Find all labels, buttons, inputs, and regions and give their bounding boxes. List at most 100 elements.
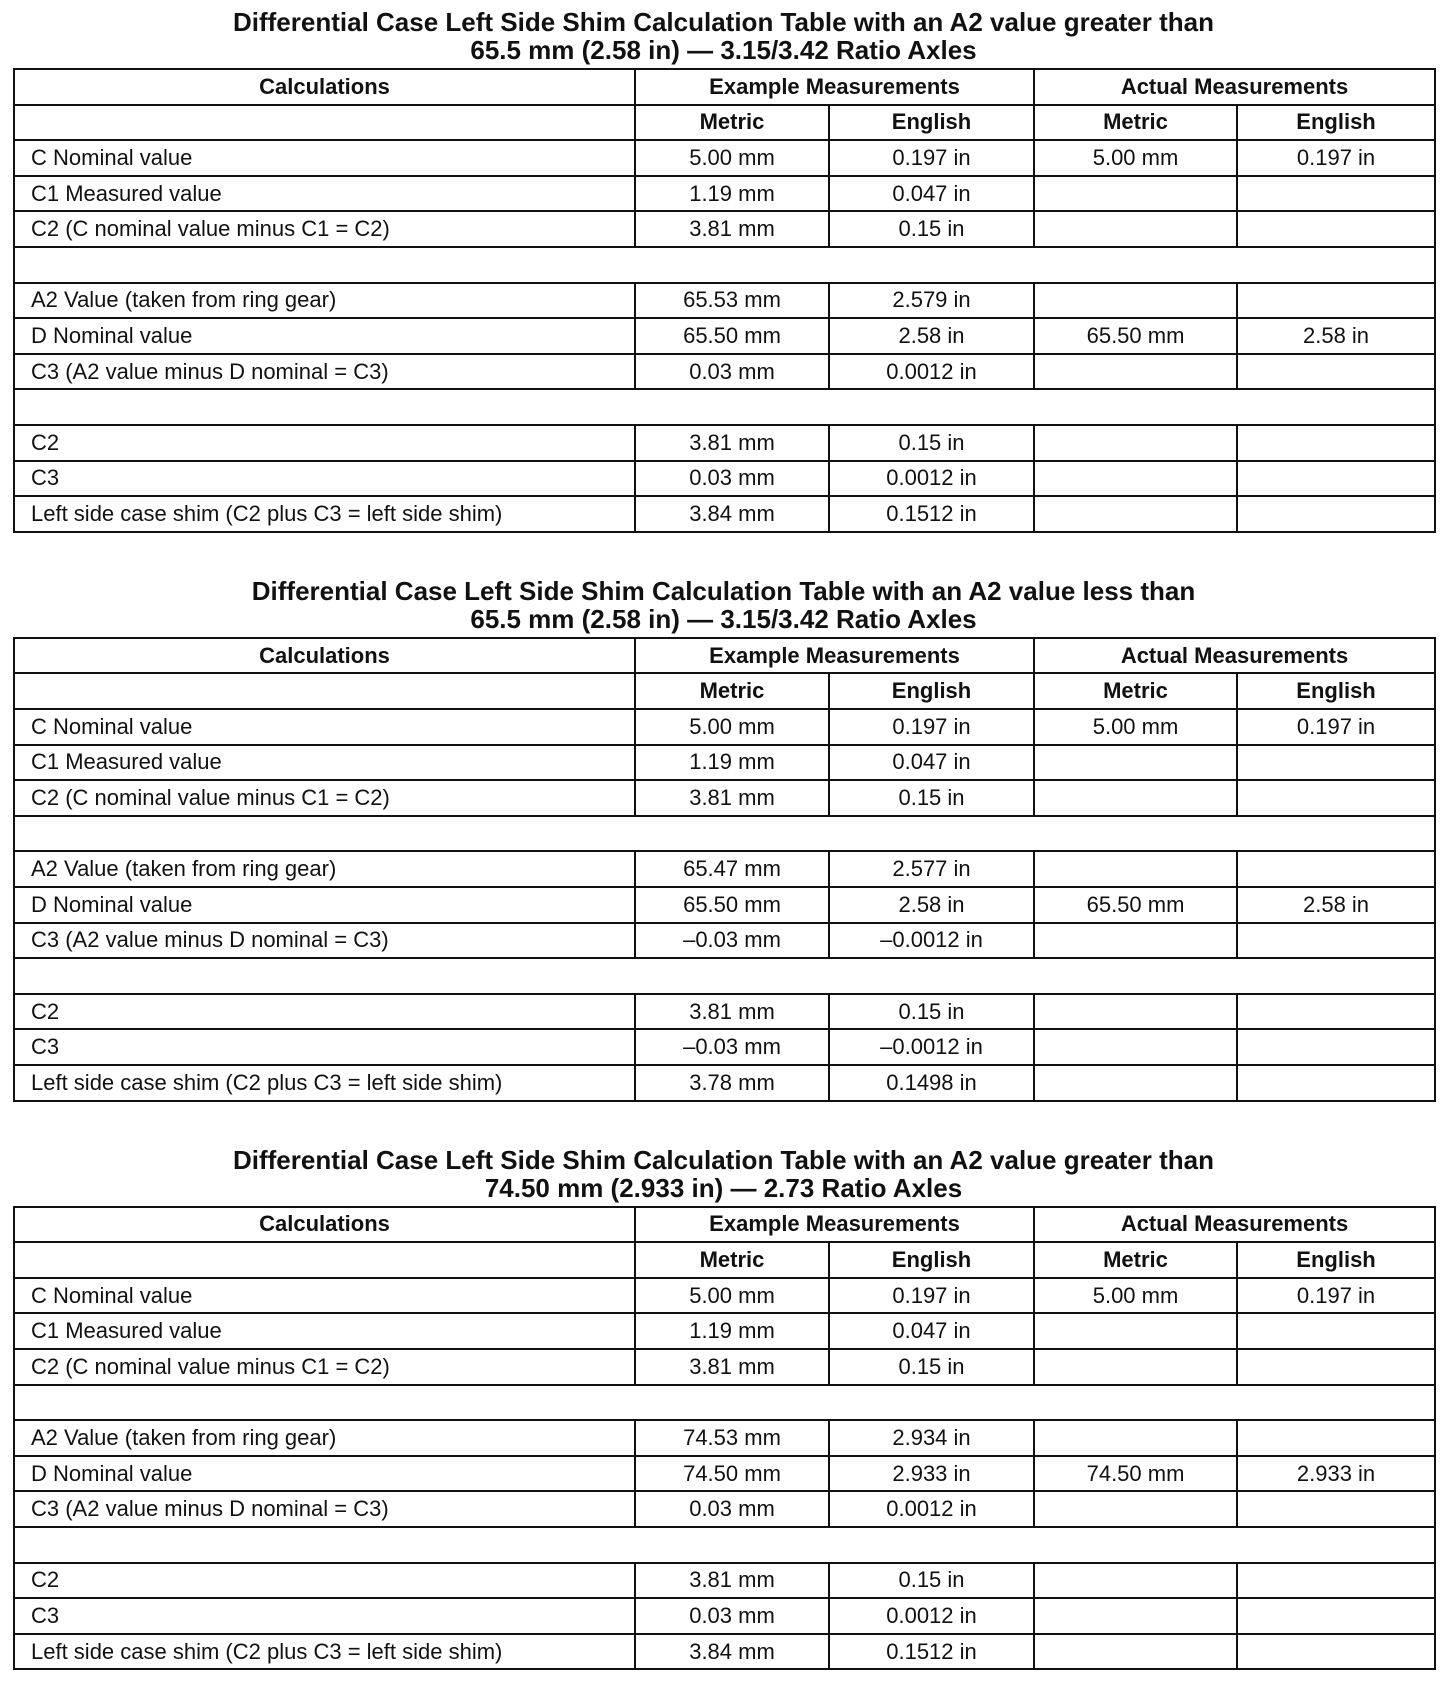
row-label: D Nominal value — [13, 885, 636, 924]
header-cell: Example Measurements — [633, 68, 1036, 106]
value-cell: 65.50 mm — [634, 885, 830, 924]
data-row: C Nominal value 5.00 mm 0.197 in 5.00 mm 0.1… — [13, 1276, 1437, 1315]
value-cell: 0.15 in — [827, 779, 1036, 817]
value-cell: 0.0012 in — [827, 1597, 1036, 1635]
value-cell: 0.197 in — [1236, 707, 1437, 746]
row-label: Left side case shim (C2 plus C3 = left s… — [13, 1063, 636, 1102]
spacer-cell — [12, 814, 1437, 853]
table-section: Differential Case Left Side Shim Calcula… — [12, 1138, 1437, 1671]
table-section: Differential Case Left Side Shim Calcula… — [12, 0, 1437, 533]
value-cell: 0.15 in — [827, 423, 1036, 462]
value-cell — [1236, 1419, 1437, 1457]
row-label: C2 — [13, 1561, 636, 1600]
row-label: D Nominal value — [13, 1454, 636, 1493]
value-cell: 0.047 in — [827, 1312, 1036, 1350]
data-row: C1 Measured value 1.19 mm 0.047 in — [13, 1312, 1437, 1350]
data-row: C3 0.03 mm 0.0012 in — [13, 459, 1437, 498]
shim-table: Calculations Example Measurements Actual M… — [12, 1205, 1437, 1671]
value-cell: 0.03 mm — [634, 1490, 830, 1528]
value-cell — [1236, 1632, 1437, 1671]
value-cell: 3.81 mm — [634, 423, 830, 462]
value-cell: 0.197 in — [827, 139, 1036, 177]
value-cell: 65.50 mm — [1033, 885, 1239, 924]
data-row: A2 Value (taken from ring gear) 65.47 mm 2… — [13, 850, 1437, 888]
header-cell: Calculations — [13, 1205, 636, 1244]
subheader-cell: Metric — [634, 103, 830, 142]
shim-table: Calculations Example Measurements Actual M… — [12, 68, 1437, 533]
title-line: Differential Case Left Side Shim Calcula… — [232, 1144, 1214, 1175]
value-cell — [1236, 743, 1437, 782]
value-cell — [1033, 423, 1239, 462]
data-row: C1 Measured value 1.19 mm 0.047 in — [13, 174, 1437, 213]
spacer-cell — [12, 388, 1437, 426]
spacer-cell — [12, 245, 1437, 284]
value-cell: 0.1512 in — [827, 495, 1036, 533]
value-cell — [1033, 1312, 1239, 1350]
shim-table: Calculations Example Measurements Actual M… — [12, 636, 1437, 1102]
value-cell: 0.15 in — [827, 210, 1036, 248]
subheader-cell: English — [827, 103, 1036, 142]
value-cell: –0.03 mm — [634, 921, 830, 960]
value-cell: 1.19 mm — [634, 174, 830, 213]
value-cell: 3.81 mm — [634, 779, 830, 817]
row-label: C2 (C nominal value minus C1 = C2) — [13, 1347, 636, 1386]
header-row: Calculations Example Measurements Actual M… — [13, 1205, 1437, 1244]
spacer-row — [12, 245, 1437, 284]
subheader-cell: English — [1236, 103, 1437, 142]
value-cell: 5.00 mm — [634, 707, 830, 746]
header-cell — [13, 1241, 636, 1279]
value-cell — [1236, 459, 1437, 498]
value-cell: 0.15 in — [827, 1561, 1036, 1600]
row-label: C3 (A2 value minus D nominal = C3) — [13, 352, 636, 391]
spacer-row — [12, 1525, 1437, 1564]
value-cell: 2.579 in — [827, 281, 1036, 320]
table-title: Differential Case Left Side Shim Calcula… — [13, 1138, 1434, 1206]
header-cell: Actual Measurements — [1033, 1205, 1437, 1244]
value-cell: 2.58 in — [827, 885, 1036, 924]
value-cell: 3.84 mm — [634, 1632, 830, 1671]
data-row: C2 3.81 mm 0.15 in — [13, 992, 1437, 1031]
table-title: Differential Case Left Side Shim Calcula… — [13, 0, 1434, 68]
data-row: Left side case shim (C2 plus C3 = left s… — [13, 495, 1437, 533]
value-cell: 3.84 mm — [634, 495, 830, 533]
value-cell — [1236, 1312, 1437, 1350]
value-cell — [1236, 423, 1437, 462]
spacer-row — [12, 814, 1437, 853]
data-row: C Nominal value 5.00 mm 0.197 in 5.00 mm 0.1… — [13, 707, 1437, 746]
title-line: Differential Case Left Side Shim Calcula… — [232, 7, 1214, 37]
header-cell — [13, 103, 636, 142]
data-row: C3 (A2 value minus D nominal = C3) –0.03 … — [13, 921, 1437, 960]
value-cell: 0.197 in — [827, 707, 1036, 746]
data-row: C2 (C nominal value minus C1 = C2) 3.81 m… — [13, 1347, 1437, 1386]
value-cell: –0.0012 in — [827, 1028, 1036, 1066]
data-row: A2 Value (taken from ring gear) 74.53 mm 2… — [13, 1419, 1437, 1457]
header-cell: Example Measurements — [633, 1205, 1036, 1244]
value-cell: 0.197 in — [1236, 1276, 1437, 1315]
value-cell: –0.03 mm — [634, 1028, 830, 1066]
subheader-cell: Metric — [634, 672, 830, 710]
row-label: C3 — [13, 459, 636, 498]
value-cell — [1236, 921, 1437, 960]
value-cell: 3.81 mm — [634, 992, 830, 1031]
data-row: D Nominal value 65.50 mm 2.58 in 65.50 mm 2.… — [13, 885, 1437, 924]
value-cell: 2.934 in — [827, 1419, 1036, 1457]
data-row: C Nominal value 5.00 mm 0.197 in 5.00 mm 0.1… — [13, 139, 1437, 177]
value-cell: 2.933 in — [1236, 1454, 1437, 1493]
value-cell: 3.81 mm — [634, 1347, 830, 1386]
value-cell — [1033, 495, 1239, 533]
value-cell — [1236, 1347, 1437, 1386]
data-row: Left side case shim (C2 plus C3 = left s… — [13, 1632, 1437, 1671]
value-cell: 0.03 mm — [634, 1597, 830, 1635]
value-cell — [1033, 779, 1239, 817]
header-cell: Calculations — [13, 636, 636, 675]
subheader-row: Metric English Metric English — [13, 672, 1437, 710]
value-cell: 5.00 mm — [634, 139, 830, 177]
value-cell: 2.58 in — [827, 317, 1036, 355]
value-cell: 0.15 in — [827, 1347, 1036, 1386]
row-label: C Nominal value — [13, 707, 636, 746]
value-cell — [1033, 1419, 1239, 1457]
value-cell — [1033, 1028, 1239, 1066]
header-cell: Actual Measurements — [1033, 636, 1437, 675]
header-cell: Example Measurements — [633, 636, 1036, 675]
